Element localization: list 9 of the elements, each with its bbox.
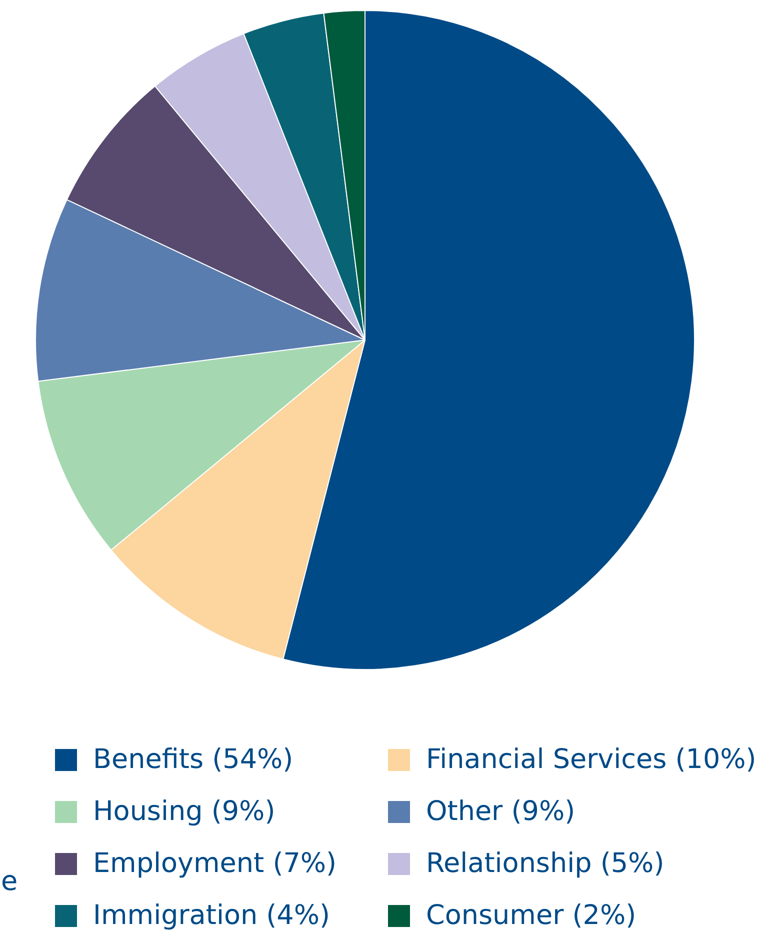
legend-label: Consumer (2%)	[426, 899, 636, 933]
legend-label: Immigration (4%)	[93, 899, 330, 933]
legend-label: Other (9%)	[426, 795, 576, 829]
legend-label: Employment (7%)	[93, 847, 337, 881]
legend-label: Financial Services (10%)	[426, 743, 756, 777]
legend-label: Housing (9%)	[93, 795, 276, 829]
legend-label: Relationship (5%)	[426, 847, 664, 881]
text: e	[1, 866, 18, 897]
legend-label: Benefits (54%)	[93, 743, 294, 777]
